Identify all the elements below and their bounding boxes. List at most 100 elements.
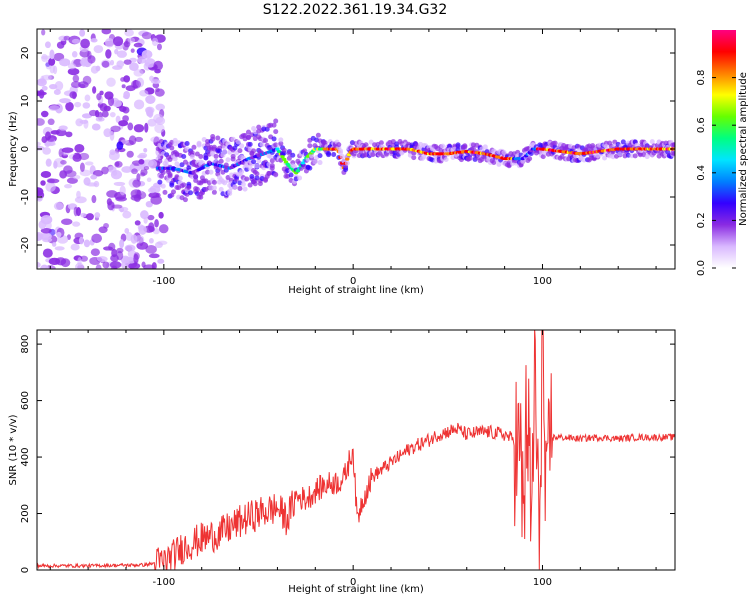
spectrogram-noise-blob	[136, 173, 141, 182]
snr-plot: -100 0 100 0 200 400 600 800 Height of straigh…	[8, 329, 676, 595]
spectrogram-noise-blob	[71, 38, 81, 44]
spectrogram-noise-blob	[86, 213, 94, 221]
spectrogram-band-blob	[455, 142, 461, 148]
snr-x-tick-label: 100	[533, 577, 552, 588]
spectrogram-band-blob	[268, 154, 274, 160]
spectrogram-y-tick-label: 20	[20, 47, 31, 60]
spectrogram-band-blob	[278, 137, 284, 143]
spectrogram-noise-blob	[119, 239, 125, 249]
spectrogram-band-blob	[649, 139, 655, 145]
spectrogram-band-blob	[159, 173, 165, 179]
spectrogram-noise-blob	[133, 69, 144, 77]
spectrogram-noise-blob	[91, 233, 103, 244]
spectrogram-band-blob	[482, 144, 488, 150]
spectrogram-noise-blob	[106, 77, 116, 87]
spectrogram-noise-blob	[130, 189, 142, 199]
spectrogram-noise-blob	[65, 131, 73, 138]
spectrogram-band-blob	[217, 148, 223, 154]
spectrogram-noise-blob	[114, 161, 123, 168]
spectrogram-noise-blob	[67, 63, 77, 70]
spectrogram-noise-blob	[133, 42, 143, 48]
spectrogram-ridge-mark	[282, 157, 287, 161]
spectrogram-band-blob	[528, 150, 534, 156]
spectrogram-noise-blob	[103, 128, 112, 138]
spectrogram-noise-blob	[84, 161, 94, 166]
spectrogram-noise-blob	[124, 29, 134, 37]
spectrogram-noise-blob	[78, 236, 84, 245]
spectrogram-band-blob	[181, 153, 187, 159]
spectrogram-band-blob	[184, 140, 190, 146]
spectrogram-noise-blob	[45, 182, 56, 192]
spectrogram-band-blob	[239, 169, 245, 175]
snr-y-tick-label: 400	[20, 448, 31, 467]
spectrogram-band-blob	[307, 143, 313, 149]
spectrogram-band-blob	[193, 173, 199, 179]
spectrogram-band-blob	[251, 159, 257, 165]
spectrogram-band-blob	[203, 155, 209, 161]
spectrogram-band-blob	[235, 139, 241, 145]
spectrogram-band-blob	[336, 142, 342, 148]
spectrogram-noise-blob	[143, 147, 148, 153]
spectrogram-noise-blob	[138, 152, 148, 159]
spectrogram-noise-blob	[145, 95, 156, 104]
spectrogram-noise-blob	[139, 172, 146, 177]
spectrogram-band-blob	[281, 147, 287, 153]
spectrogram-noise-blob	[109, 112, 116, 118]
spectrogram-noise-blob	[103, 222, 109, 229]
spectrogram-band-blob	[198, 153, 204, 159]
spectrogram-noise-blob	[139, 89, 149, 97]
spectrogram-noise-blob	[37, 90, 42, 97]
spectrogram-band-blob	[312, 159, 318, 165]
spectrogram-noise-blob	[111, 204, 123, 209]
spectrogram-noise-blob	[61, 218, 73, 225]
spectrogram-x-tick-label: 0	[350, 276, 356, 287]
spectrogram-band-blob	[167, 173, 173, 179]
spectrogram-noise-blob	[154, 219, 159, 228]
snr-x-tick-label: -100	[152, 577, 175, 588]
spectrogram-noise-blob	[144, 58, 156, 68]
spectrogram-band-blob	[165, 177, 171, 183]
spectrogram-band-blob	[297, 175, 303, 181]
snr-xlabel: Height of straight line (km)	[288, 584, 424, 595]
spectrogram-band-blob	[470, 146, 476, 152]
spectrogram-noise-blob	[70, 81, 81, 89]
spectrogram-noise-blob	[140, 210, 149, 219]
snr-series-line	[37, 330, 675, 570]
spectrogram-band-blob	[411, 155, 417, 161]
spectrogram-band-blob	[230, 156, 236, 162]
spectrogram-noise-blob	[143, 166, 150, 171]
spectrogram-band-blob	[378, 140, 384, 146]
spectrogram-noise-blob	[123, 59, 132, 65]
spectrogram-noise-blob	[136, 241, 149, 250]
spectrogram-noise-blob	[116, 50, 128, 58]
spectrogram-noise-blob	[145, 244, 157, 254]
spectrogram-band-blob	[632, 153, 638, 159]
spectrogram-noise-blob	[101, 166, 109, 175]
spectrogram-noise-blob	[134, 220, 141, 226]
spectrogram-noise-blob	[41, 29, 46, 36]
spectrogram-noise-blob	[107, 96, 115, 107]
spectrogram-noise-blob	[101, 60, 110, 68]
spectrogram-noise-blob	[113, 181, 126, 187]
spectrogram-band-blob	[278, 157, 284, 163]
colorbar-ticks: 0.0 0.2 0.4 0.6 0.8	[696, 70, 736, 276]
spectrogram-noise-blob	[55, 128, 67, 137]
spectrogram-noise-blob	[45, 131, 51, 141]
spectrogram-noise-blob	[64, 184, 73, 189]
spectrogram-noise-blob	[153, 60, 164, 71]
spectrogram-y-ticks: -20 -10 0 10 20	[20, 47, 675, 253]
spectrogram-band-blob	[196, 142, 202, 148]
spectrogram-band-blob	[322, 140, 328, 146]
spectrogram-noise-blob	[64, 170, 77, 178]
spectrogram-noise-blob	[67, 68, 80, 76]
spectrogram-band-blob	[309, 153, 315, 159]
spectrogram-noise-blob	[71, 51, 78, 58]
spectrogram-noise-blob	[96, 256, 108, 262]
spectrogram-noise-blob	[59, 98, 71, 104]
spectrogram-noise-blob	[37, 261, 41, 268]
spectrogram-band-blob	[245, 129, 251, 135]
spectrogram-noise-blob	[79, 29, 86, 37]
spectrogram-noise-blob	[72, 74, 80, 83]
spectrogram-noise-blob	[42, 248, 53, 258]
spectrogram-band-blob	[191, 144, 197, 150]
